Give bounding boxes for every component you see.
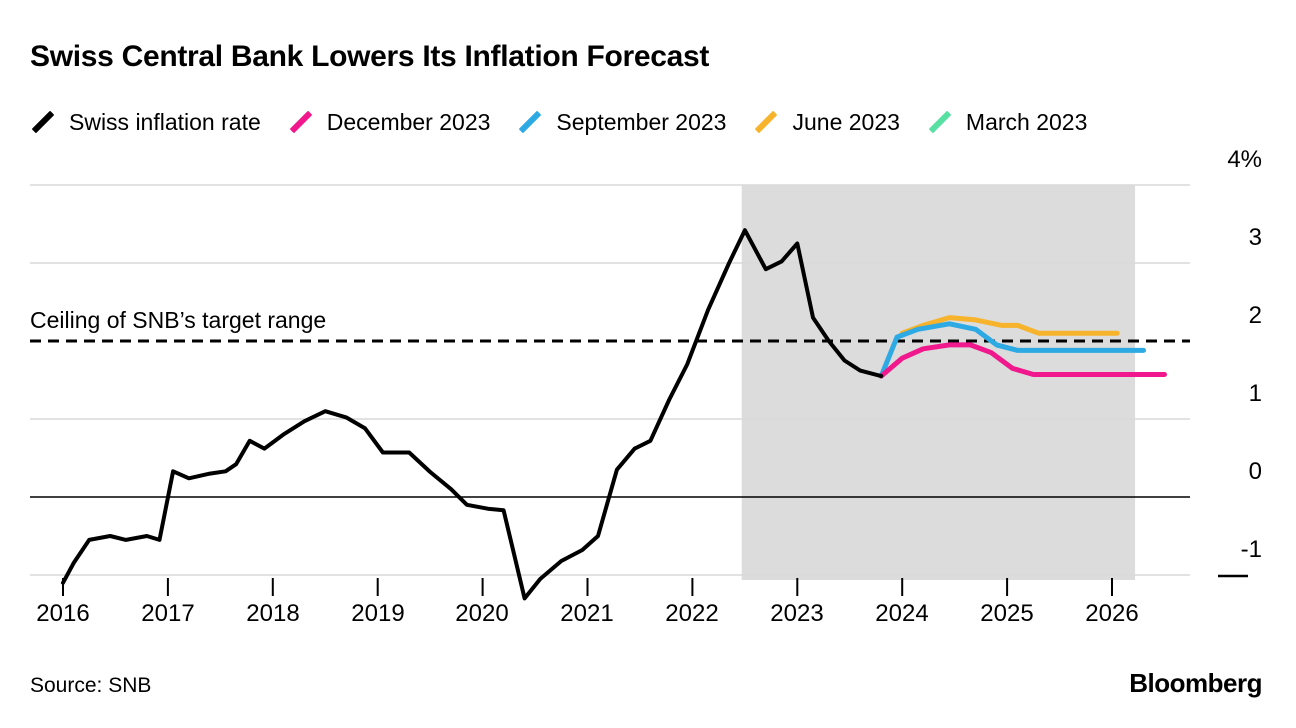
legend-label: December 2023: [326, 108, 491, 135]
x-axis-label: 2026: [1085, 600, 1139, 627]
series-swiss-inflation-rate: [61, 228, 884, 601]
x-axis-label: 2022: [665, 600, 719, 627]
legend-label: March 2023: [965, 108, 1088, 135]
y-axis-label: 4%: [1227, 146, 1262, 173]
legend-item-september-2023: September 2023: [517, 106, 726, 138]
x-axis-label: 2023: [770, 600, 824, 627]
legend-label: Swiss inflation rate: [69, 108, 261, 135]
x-axis-label: 2019: [351, 600, 405, 627]
x-axis-label: 2020: [455, 600, 509, 627]
x-axis-label: 2024: [875, 600, 929, 627]
y-axis-label: 3: [1248, 224, 1262, 251]
x-axis-label: 2016: [36, 600, 90, 627]
line-swatch-icon: [31, 110, 55, 134]
y-axis-label: 2: [1248, 302, 1262, 329]
x-axis-label: 2018: [246, 600, 300, 627]
legend-item-june-2023: June 2023: [753, 106, 900, 138]
line-swatch-icon: [289, 110, 313, 134]
line-swatch-icon: [519, 110, 542, 134]
x-axis-label: 2017: [141, 600, 195, 627]
legend-label: June 2023: [792, 108, 900, 135]
x-axis-label: 2025: [980, 600, 1034, 627]
bloomberg-logo: Bloomberg: [1129, 668, 1262, 698]
y-axis-label: 1: [1248, 380, 1262, 407]
source-note: Source: SNB: [30, 674, 152, 697]
series-june-2023: [899, 315, 1120, 336]
legend: Swiss inflation rate December 2023 Septe…: [30, 106, 1087, 138]
forecast-region: [741, 185, 1136, 580]
line-swatch-icon: [755, 110, 778, 134]
legend-item-swiss-inflation-rate: Swiss inflation rate: [30, 106, 261, 138]
x-axis-label: 2021: [560, 600, 614, 627]
chart-title: Swiss Central Bank Lowers Its Inflation …: [30, 40, 710, 73]
legend-item-december-2023: December 2023: [288, 106, 491, 138]
legend-label: September 2023: [556, 108, 727, 135]
series-december-2023: [878, 342, 1167, 379]
line-swatch-icon: [928, 110, 952, 134]
legend-item-march-2023: March 2023: [927, 106, 1087, 138]
y-axis-label: 0: [1248, 458, 1262, 485]
series-september-2023: [878, 321, 1146, 379]
y-axis-label: -1: [1240, 536, 1262, 563]
ceiling-annotation: Ceiling of SNB’s target range: [30, 307, 327, 333]
